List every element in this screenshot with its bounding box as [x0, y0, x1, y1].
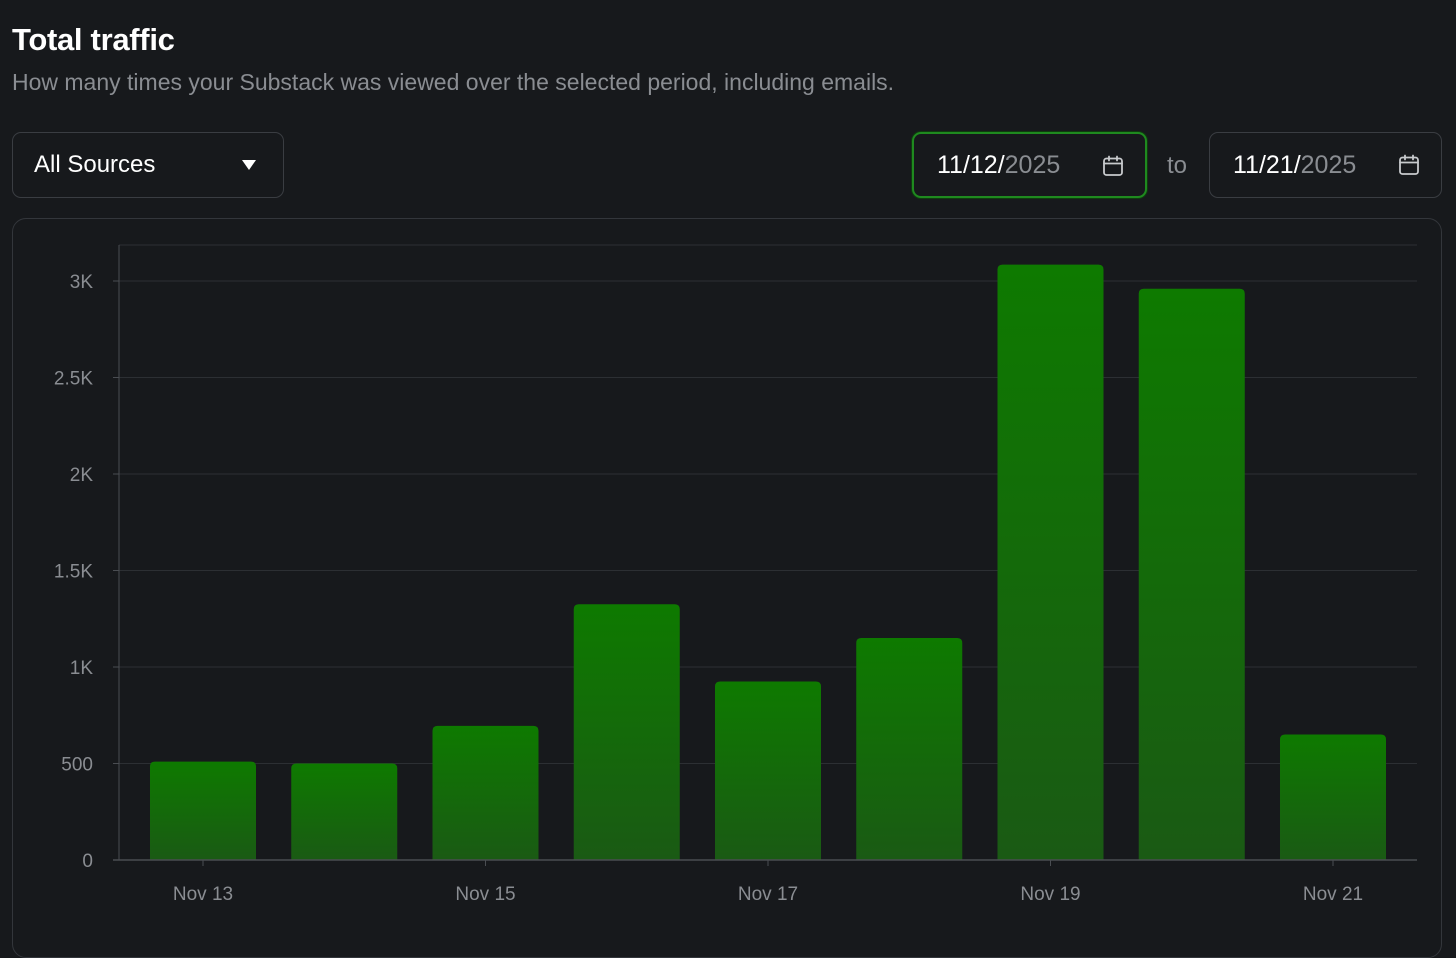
bar-nov-19[interactable] [997, 264, 1104, 861]
y-tick-label: 1.5K [54, 562, 93, 583]
header: Total traffic How many times your Substa… [12, 22, 894, 96]
bar-nov-20[interactable] [1138, 288, 1245, 861]
date-range-separator: to [1167, 152, 1188, 179]
page-title: Total traffic [12, 22, 175, 57]
bar-nov-16[interactable] [573, 604, 680, 860]
y-tick-label: 3K [70, 272, 94, 293]
bar-nov-18[interactable] [856, 638, 963, 860]
date-from-month-day: 11/12/ [937, 150, 1005, 179]
chart-card: 0 500 1K 1.5K 2K 2.5K 3K Nov 13 Nov 15 Nov 17 Nov … [12, 218, 1442, 958]
calendar-icon[interactable] [1101, 154, 1125, 178]
x-tick-label: Nov 19 [1020, 884, 1080, 905]
date-to-month-day: 11/21/ [1233, 150, 1301, 179]
y-tick-label: 500 [61, 755, 93, 776]
page-subtitle: How many times your Substack was viewed … [12, 69, 895, 95]
calendar-icon[interactable] [1397, 153, 1421, 177]
x-tick-label: Nov 17 [738, 884, 798, 905]
bar-nov-17[interactable] [715, 681, 821, 860]
bar-nov-14[interactable] [291, 763, 398, 861]
source-dropdown-label: All Sources [34, 151, 156, 178]
bar-nov-13[interactable] [150, 761, 256, 860]
date-to-input[interactable]: 11/21/2025 [1209, 132, 1442, 198]
date-to-year: 2025 [1300, 150, 1357, 179]
caret-down-icon [242, 160, 256, 170]
date-from-input[interactable]: 11/12/2025 [912, 132, 1147, 198]
y-tick-label: 2.5K [54, 369, 93, 390]
y-tick-label: 0 [82, 851, 93, 872]
y-tick-label: 1K [70, 658, 94, 679]
traffic-bar-chart: 0 500 1K 1.5K 2K 2.5K 3K Nov 13 Nov 15 Nov 17 Nov … [54, 244, 1417, 905]
x-tick-label: Nov 15 [455, 884, 515, 905]
bar-nov-15[interactable] [432, 725, 539, 860]
x-tick-label: Nov 21 [1303, 884, 1363, 905]
y-tick-label: 2K [70, 465, 94, 486]
bar-nov-21[interactable] [1280, 734, 1386, 860]
date-from-year: 2025 [1004, 150, 1061, 179]
source-dropdown[interactable]: All Sources [12, 132, 284, 198]
x-tick-label: Nov 13 [173, 884, 233, 905]
